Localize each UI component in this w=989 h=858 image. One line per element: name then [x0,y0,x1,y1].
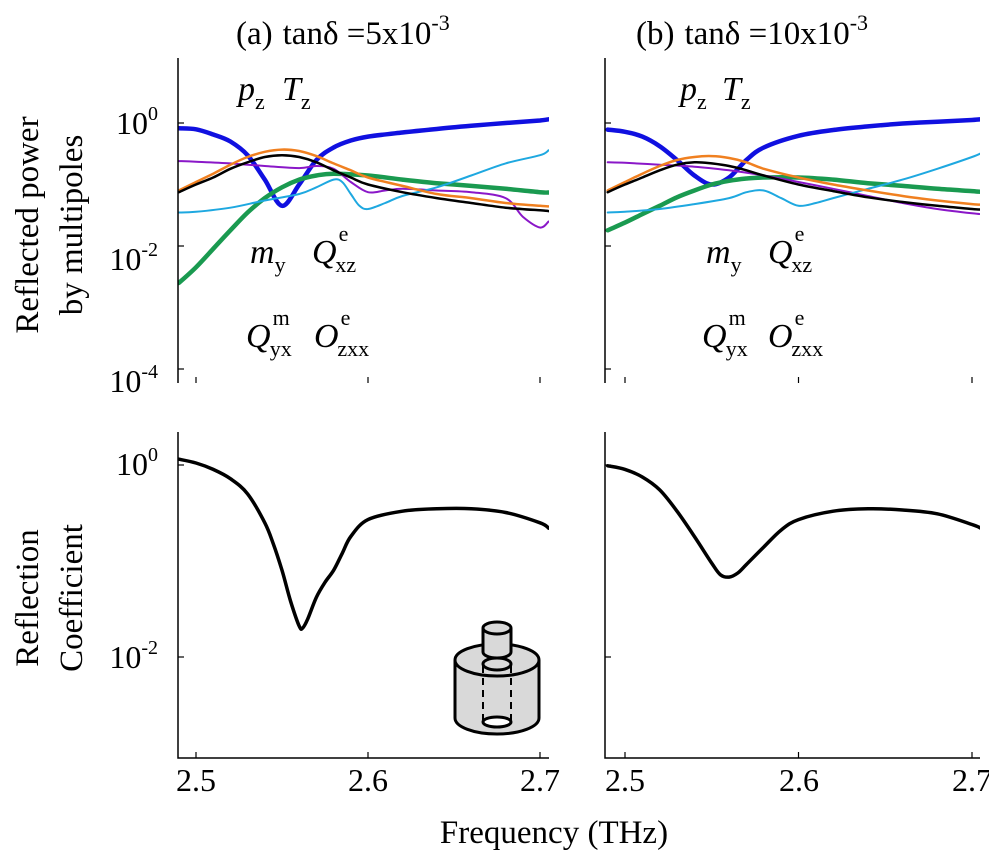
panel-b-title: (b) tanδ =10x10-3 [636,10,868,52]
plot-a-multipoles [178,117,549,383]
legend-Qyx: Qm yx [702,305,748,361]
legend-Ozxx: Oe zxx [314,305,369,361]
series-line-pz [605,117,980,187]
ytick-label: 10-2 [109,637,158,675]
xtick-label: 2.5 [605,762,645,798]
axes-frames [177,58,980,759]
legend-pz: pz [236,71,265,114]
legend-my: my [706,234,742,277]
legend-Qyx: Qm yx [246,305,292,361]
xtick-label: 2.6 [779,762,819,798]
ylabel-top: Reflected power by multipoles [10,116,90,333]
series-line-Qxz [178,149,549,214]
svg-text:Coefficient: Coefficient [54,524,90,672]
panel-a-title: (a) tanδ =5x10-3 [236,10,450,52]
series-line-reflection [178,457,549,631]
ytick-label: 100 [116,103,158,141]
series-line-Qyx [606,154,980,206]
ytick-label: 100 [116,444,158,482]
xtick-labels: 2.5 2.6 2.7 2.5 2.6 2.7 [176,762,989,798]
legend-my: my [250,234,286,277]
legend-Qxz: Qe xz [768,221,812,277]
ytick-label: 10-4 [109,361,158,399]
series-line-reflection [605,464,980,579]
series-line-pz [178,117,549,209]
ylabel-bottom: Reflection Coefficient [10,524,90,672]
plot-a-reflection [178,457,549,758]
ytick-labels-bottom: 100 10-2 [109,444,158,675]
plot-b-reflection [605,464,980,758]
series-line-my [178,160,549,229]
axis-a-bottom [177,432,549,759]
legend-Qxz: Qe xz [312,221,356,277]
xlabel: Frequency (THz) [440,815,668,851]
cylinder-icon [453,620,541,736]
xtick-label: 2.6 [348,762,388,798]
legend-b: pz Tz my Qe xz Qm yx Oe zxx [678,71,823,361]
svg-text:by multipoles: by multipoles [54,135,90,316]
series-line-Tz [605,175,980,233]
axis-b-bottom [604,432,980,759]
svg-text:Reflected power: Reflected power [10,116,46,333]
series-line-Ozxx [606,160,980,211]
series-line-Tz [178,171,549,286]
xtick-label: 2.7 [520,762,560,798]
legend-Tz: Tz [722,71,751,114]
series-line-Qyx [178,148,549,208]
series-line-Ozxx [178,153,549,213]
legend-pz: pz [678,71,707,114]
series-line-Qxz [606,152,980,214]
xtick-label: 2.5 [176,762,216,798]
ytick-labels-top: 100 10-2 10-4 [109,103,158,399]
legend-Tz: Tz [282,71,311,114]
legend-Ozxx: Oe zxx [768,305,823,361]
legend-a: pz Tz my Qe xz Qm yx Oe zxx [236,71,369,361]
svg-text:Reflection: Reflection [10,529,46,666]
ytick-label: 10-2 [109,239,158,277]
plot-b-multipoles [605,117,980,383]
xtick-label: 2.7 [952,762,989,798]
